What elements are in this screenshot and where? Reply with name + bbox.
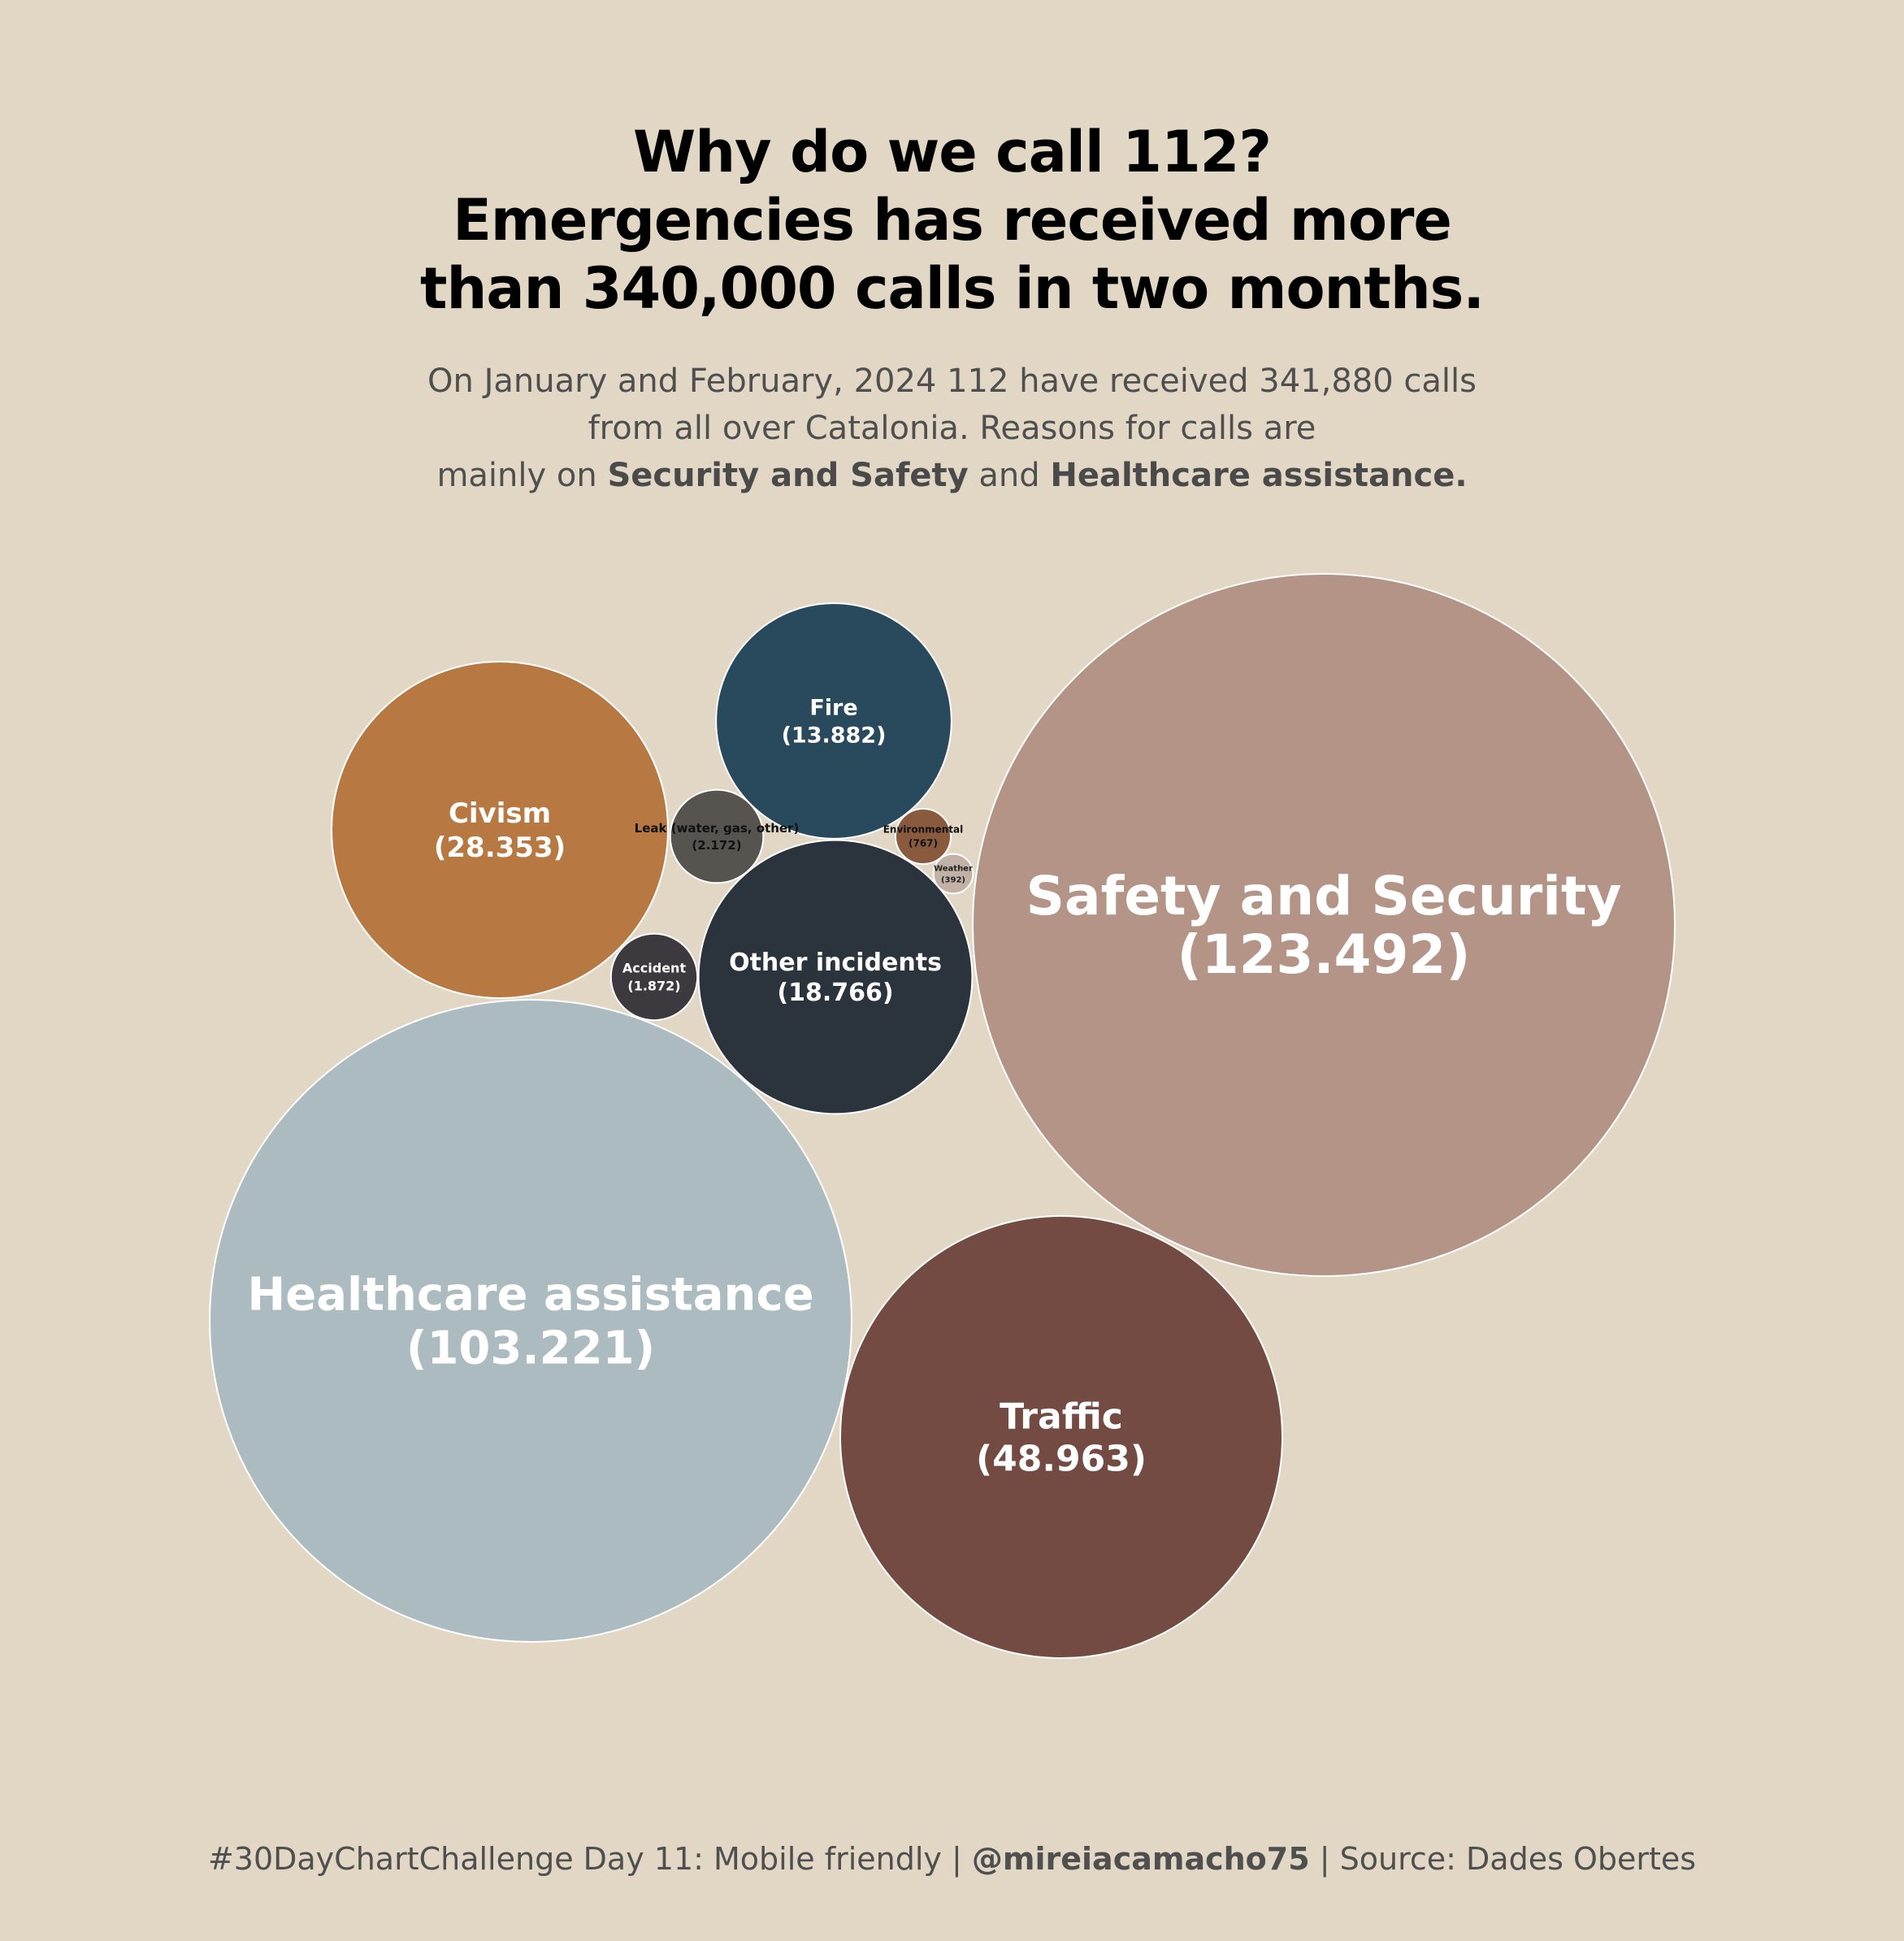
bubble-label-accident: Accident — [622, 961, 687, 976]
bubble-value-leak: (2.172) — [692, 838, 741, 853]
subtitle-line-1: On January and February, 2024 112 have r… — [427, 363, 1477, 400]
bubble-weather — [932, 853, 974, 895]
subtitle-line-2: from all over Catalonia. Reasons for cal… — [588, 410, 1316, 447]
footer-suffix: | Source: Dades Obertes — [1309, 1841, 1697, 1877]
subtitle-line-3: mainly on Security and Safety and Health… — [0, 452, 1904, 499]
footer-prefix: #30DayChartChallenge Day 11: Mobile frie… — [207, 1841, 972, 1877]
bubble-value-accident: (1.872) — [627, 979, 680, 994]
bubble-value-civism: (28.353) — [434, 832, 566, 864]
title-line-3: than 340,000 calls in two months. — [420, 255, 1485, 322]
bubble-label-safety: Safety and Security — [1026, 865, 1622, 927]
bubble-accident — [609, 932, 699, 1022]
bubble-value-healthcare: (103.221) — [406, 1322, 655, 1375]
bubble-leak — [669, 788, 765, 884]
bubble-value-other: (18.766) — [777, 979, 893, 1007]
subtitle-line-3-prefix: mainly on — [436, 457, 608, 494]
bubble-label-weather: Weather — [934, 865, 973, 874]
bubble-label-civism: Civism — [449, 797, 551, 830]
bubble-civism — [331, 661, 669, 999]
bubble-value-environmental: (767) — [909, 838, 938, 849]
bubble-label-other: Other incidents — [729, 949, 942, 977]
chart-footer: #30DayChartChallenge Day 11: Mobile frie… — [0, 1839, 1904, 1879]
subtitle-highlight-healthcare: Healthcare assistance. — [1050, 457, 1468, 494]
chart-title: Why do we call 112? Emergencies has rece… — [0, 118, 1904, 323]
bubble-label-fire: Fire — [809, 695, 857, 720]
bubble-fire — [715, 602, 952, 840]
bubble-label-environmental: Environmental — [883, 824, 964, 836]
bubble-label-traffic: Traffic — [1000, 1396, 1123, 1437]
bubble-label-healthcare: Healthcare assistance — [247, 1269, 813, 1322]
bubble-safety — [972, 573, 1676, 1277]
bubble-label-leak: Leak (water, gas, other) — [635, 821, 800, 836]
title-line-1: Why do we call 112? — [633, 119, 1272, 185]
subtitle-highlight-security: Security and Safety — [607, 457, 969, 494]
subtitle-line-3-mid: and — [968, 457, 1051, 494]
bubble-environmental — [894, 807, 952, 866]
bubble-other — [697, 839, 974, 1115]
bubble-value-fire: (13.882) — [782, 723, 887, 748]
bubble-traffic — [839, 1214, 1284, 1660]
bubble-value-safety: (123.492) — [1178, 923, 1471, 986]
chart-subtitle: On January and February, 2024 112 have r… — [0, 358, 1904, 499]
bubble-value-weather: (392) — [941, 876, 965, 885]
footer-handle: @mireiacamacho75 — [971, 1841, 1310, 1877]
bubble-value-traffic: (48.963) — [976, 1438, 1147, 1479]
title-line-2: Emergencies has received more — [453, 187, 1452, 254]
bubble-healthcare — [209, 999, 852, 1643]
